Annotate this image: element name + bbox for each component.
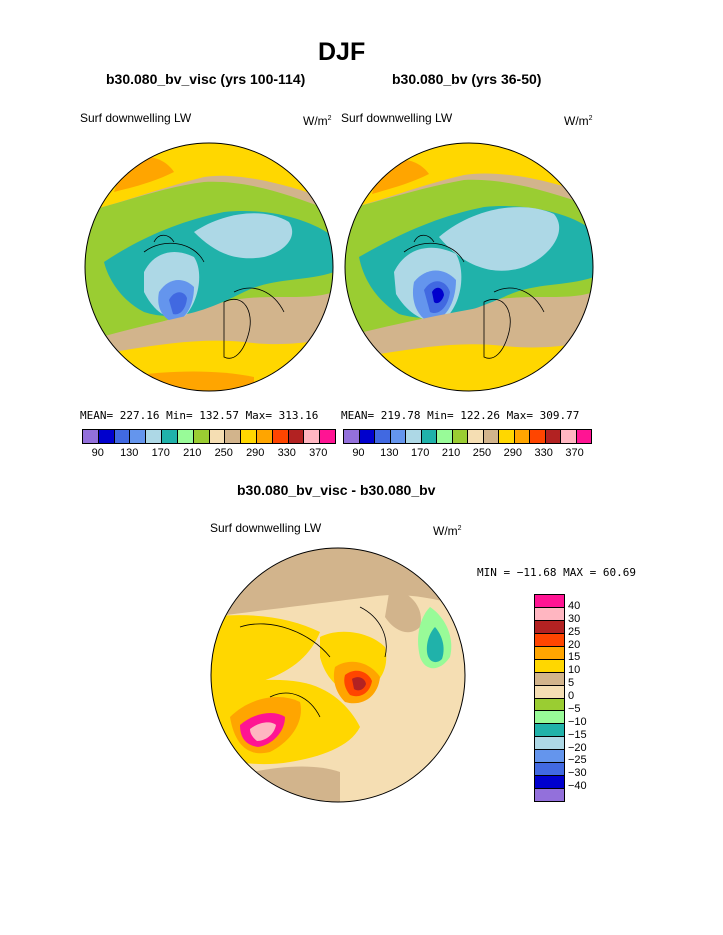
colorbar-tick-label: −40 bbox=[568, 780, 587, 793]
colorbar-tick-label: 15 bbox=[568, 651, 581, 664]
panel2-colorbar bbox=[343, 429, 592, 444]
colorbar-tick-label: 250 bbox=[214, 447, 233, 459]
colorbar-tick-label: −25 bbox=[568, 754, 587, 767]
panel2-units-label: W/m2 bbox=[564, 114, 593, 128]
colorbar-tick-label: 210 bbox=[183, 447, 202, 459]
colorbar-swatch bbox=[530, 430, 546, 443]
colorbar-swatch bbox=[241, 430, 257, 443]
colorbar-swatch bbox=[545, 430, 561, 443]
colorbar-swatch bbox=[375, 430, 391, 443]
colorbar-swatch bbox=[535, 750, 564, 764]
panel2-variable-label: Surf downwelling LW bbox=[341, 111, 453, 125]
colorbar-swatch bbox=[452, 430, 468, 443]
colorbar-tick-label: 170 bbox=[411, 447, 430, 459]
panel1-variable-label: Surf downwelling LW bbox=[80, 111, 192, 125]
colorbar-tick-label: 130 bbox=[380, 447, 399, 459]
colorbar-swatch bbox=[535, 595, 564, 608]
colorbar-swatch bbox=[162, 430, 178, 443]
colorbar-swatch bbox=[535, 698, 564, 712]
colorbar-tick-label: 5 bbox=[568, 677, 575, 690]
panel1-colorbar bbox=[82, 429, 336, 444]
colorbar-swatch bbox=[535, 620, 564, 634]
colorbar-tick-label: −20 bbox=[568, 741, 587, 754]
colorbar-swatch bbox=[535, 711, 564, 725]
colorbar-swatch bbox=[535, 776, 564, 790]
diff-stats: MIN = −11.68 MAX = 60.69 bbox=[477, 566, 636, 579]
colorbar-tick-label: 290 bbox=[503, 447, 522, 459]
colorbar-swatch bbox=[209, 430, 226, 443]
colorbar-swatch bbox=[406, 430, 422, 443]
colorbar-tick-label: 25 bbox=[568, 625, 581, 638]
panel2-polar-map bbox=[344, 142, 594, 392]
colorbar-swatch bbox=[499, 430, 515, 443]
colorbar-tick-label: 210 bbox=[441, 447, 461, 459]
colorbar-swatch bbox=[344, 430, 360, 443]
diff-case-title: b30.080_bv_visc - b30.080_bv bbox=[237, 482, 436, 498]
colorbar-tick-label: 370 bbox=[565, 447, 584, 459]
colorbar-swatch bbox=[561, 430, 577, 443]
colorbar-swatch bbox=[114, 430, 131, 443]
colorbar-tick-label: 20 bbox=[568, 638, 581, 651]
colorbar-swatch bbox=[437, 430, 453, 443]
colorbar-swatch bbox=[359, 430, 375, 443]
colorbar-swatch bbox=[535, 633, 564, 647]
panel1-units-label: W/m2 bbox=[303, 114, 332, 128]
colorbar-tick-label: 90 bbox=[91, 447, 104, 459]
colorbar-swatch bbox=[146, 430, 163, 443]
panel1-case-title: b30.080_bv_visc (yrs 100-114) bbox=[106, 71, 306, 87]
panel1-stats: MEAN= 227.16 Min= 132.57 Max= 313.16 bbox=[80, 409, 319, 422]
colorbar-swatch bbox=[193, 430, 210, 443]
colorbar-tick-label: −15 bbox=[568, 728, 587, 741]
colorbar-swatch bbox=[535, 607, 564, 621]
colorbar-swatch bbox=[390, 430, 406, 443]
colorbar-swatch bbox=[535, 685, 564, 699]
diff-variable-label: Surf downwelling LW bbox=[210, 521, 322, 535]
colorbar-swatch bbox=[535, 672, 564, 686]
colorbar-swatch bbox=[535, 646, 564, 660]
colorbar-tick-label: 330 bbox=[534, 447, 553, 459]
colorbar-tick-label: 130 bbox=[120, 447, 139, 459]
colorbar-swatch bbox=[256, 430, 273, 443]
diff-colorbar bbox=[534, 594, 565, 802]
colorbar-tick-label: 30 bbox=[568, 612, 581, 625]
colorbar-swatch bbox=[272, 430, 289, 443]
colorbar-swatch bbox=[514, 430, 530, 443]
colorbar-swatch bbox=[535, 763, 564, 777]
colorbar-tick-label: 170 bbox=[151, 447, 170, 459]
colorbar-tick-label: 10 bbox=[568, 664, 581, 677]
panel1-polar-map bbox=[84, 142, 334, 392]
colorbar-swatch bbox=[320, 430, 335, 443]
colorbar-swatch bbox=[535, 724, 564, 738]
colorbar-tick-label: 250 bbox=[472, 447, 492, 459]
panel2-stats: MEAN= 219.78 Min= 122.26 Max= 309.77 bbox=[341, 409, 580, 422]
colorbar-tick-label: −30 bbox=[568, 767, 587, 780]
colorbar-swatch bbox=[225, 430, 242, 443]
colorbar-swatch bbox=[130, 430, 147, 443]
colorbar-tick-label: 40 bbox=[568, 599, 581, 612]
colorbar-swatch bbox=[98, 430, 115, 443]
colorbar-tick-label: 330 bbox=[277, 447, 296, 459]
colorbar-swatch bbox=[468, 430, 484, 443]
colorbar-tick-label: 90 bbox=[352, 447, 365, 459]
page-title: DJF bbox=[318, 38, 366, 66]
colorbar-swatch bbox=[421, 430, 437, 443]
diff-units-label: W/m2 bbox=[433, 524, 462, 538]
diff-polar-map bbox=[210, 547, 466, 803]
colorbar-swatch bbox=[83, 430, 99, 443]
colorbar-swatch bbox=[288, 430, 305, 443]
panel2-case-title: b30.080_bv (yrs 36-50) bbox=[392, 71, 542, 87]
colorbar-swatch bbox=[483, 430, 499, 443]
colorbar-tick-label: −10 bbox=[568, 715, 587, 728]
colorbar-swatch bbox=[304, 430, 321, 443]
colorbar-tick-label: 290 bbox=[246, 447, 265, 459]
colorbar-swatch bbox=[535, 737, 564, 751]
colorbar-tick-label: 370 bbox=[309, 447, 328, 459]
colorbar-tick-label: −5 bbox=[568, 702, 581, 715]
colorbar-tick-label: 0 bbox=[568, 690, 575, 702]
colorbar-swatch bbox=[576, 430, 591, 443]
colorbar-swatch bbox=[177, 430, 194, 443]
colorbar-swatch bbox=[535, 789, 564, 801]
colorbar-swatch bbox=[535, 659, 564, 673]
